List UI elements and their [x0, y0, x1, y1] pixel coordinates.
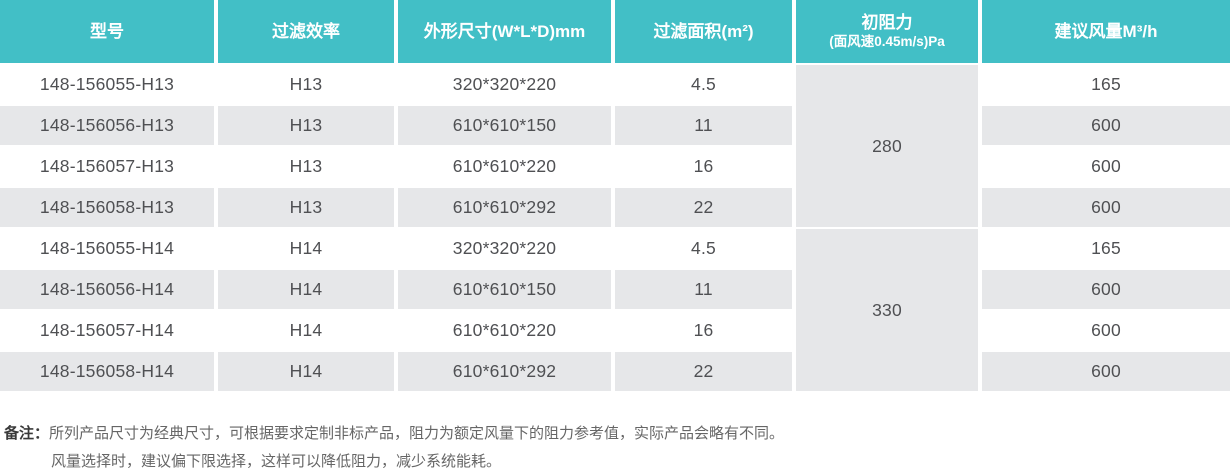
- table-row: 148-156058-H13 H13 610*610*292 22 600: [0, 188, 1230, 229]
- dimensions-cell: 610*610*150: [398, 106, 615, 147]
- resistance-merged-cell: 330: [796, 229, 982, 393]
- dimensions-cell: 610*610*220: [398, 147, 615, 188]
- table-row: 148-156055-H13 H13 320*320*220 4.5 280 1…: [0, 65, 1230, 229]
- filter-spec-table: 型号 过滤效率 外形尺寸(W*L*D)mm 过滤面积(m²) 初阻力 (面风速0…: [0, 0, 1230, 393]
- airflow-cell: 600: [982, 311, 1230, 352]
- model-cell: 148-156057-H14: [0, 311, 218, 352]
- model-cell: 148-156058-H13: [0, 188, 218, 229]
- efficiency-cell: H14: [218, 352, 398, 393]
- dimensions-cell: 610*610*150: [398, 270, 615, 311]
- airflow-cell: 600: [982, 106, 1230, 147]
- airflow-cell: 165: [982, 229, 1230, 270]
- model-cell: 148-156055-H14: [0, 229, 218, 270]
- column-header-model: 型号: [0, 0, 218, 65]
- column-header-resistance-subtitle: (面风速0.45m/s)Pa: [829, 34, 945, 50]
- table-row: 148-156055-H14 H14 320*320*220 4.5 330 1…: [0, 229, 1230, 393]
- airflow-cell: 600: [982, 352, 1230, 393]
- airflow-cell: 600: [982, 270, 1230, 311]
- column-header-resistance-title: 初阻力: [861, 13, 913, 33]
- resistance-merged-cell: 280: [796, 65, 982, 229]
- model-cell: 148-156055-H13: [0, 65, 218, 106]
- efficiency-cell: H14: [218, 270, 398, 311]
- header-row: 型号 过滤效率 外形尺寸(W*L*D)mm 过滤面积(m²) 初阻力 (面风速0…: [0, 0, 1230, 65]
- column-header-efficiency: 过滤效率: [218, 0, 398, 65]
- efficiency-cell: H13: [218, 188, 398, 229]
- dimensions-cell: 320*320*220: [398, 65, 615, 106]
- area-cell: 16: [615, 311, 796, 352]
- dimensions-cell: 610*610*220: [398, 311, 615, 352]
- airflow-cell: 600: [982, 147, 1230, 188]
- efficiency-cell: H13: [218, 65, 398, 106]
- table-row: 148-156056-H14 H14 610*610*150 11 600: [0, 270, 1230, 311]
- area-cell: 22: [615, 188, 796, 229]
- dimensions-cell: 610*610*292: [398, 352, 615, 393]
- efficiency-cell: H13: [218, 147, 398, 188]
- model-cell: 148-156056-H13: [0, 106, 218, 147]
- area-cell: 22: [615, 352, 796, 393]
- area-cell: 11: [615, 106, 796, 147]
- airflow-cell: 600: [982, 188, 1230, 229]
- efficiency-cell: H14: [218, 311, 398, 352]
- column-header-airflow: 建议风量M³/h: [982, 0, 1230, 65]
- table-row: 148-156057-H13 H13 610*610*220 16 600: [0, 147, 1230, 188]
- footnote-text-2: 风量选择时，建议偏下限选择，这样可以降低阻力，减少系统能耗。: [51, 453, 502, 470]
- efficiency-cell: H13: [218, 106, 398, 147]
- table-row: 148-156057-H14 H14 610*610*220 16 600: [0, 311, 1230, 352]
- efficiency-cell: H14: [218, 229, 398, 270]
- model-cell: 148-156056-H14: [0, 270, 218, 311]
- table-row: 148-156056-H13 H13 610*610*150 11 600: [0, 106, 1230, 147]
- column-header-dimensions: 外形尺寸(W*L*D)mm: [398, 0, 615, 65]
- column-header-resistance: 初阻力 (面风速0.45m/s)Pa: [796, 0, 982, 65]
- airflow-cell: 165: [982, 65, 1230, 106]
- dimensions-cell: 320*320*220: [398, 229, 615, 270]
- area-cell: 4.5: [615, 65, 796, 106]
- footnote-line-2: 风量选择时，建议偏下限选择，这样可以降低阻力，减少系统能耗。: [4, 448, 1230, 476]
- model-cell: 148-156057-H13: [0, 147, 218, 188]
- table-row: 148-156058-H14 H14 610*610*292 22 600: [0, 352, 1230, 393]
- footnote-line-1: 备注：所列产品尺寸为经典尺寸，可根据要求定制非标产品，阻力为额定风量下的阻力参考…: [4, 420, 1230, 448]
- footnote-label: 备注：: [4, 425, 50, 442]
- model-cell: 148-156058-H14: [0, 352, 218, 393]
- area-cell: 4.5: [615, 229, 796, 270]
- footnote-text-1: 所列产品尺寸为经典尺寸，可根据要求定制非标产品，阻力为额定风量下的阻力参考值，实…: [49, 425, 785, 442]
- footnotes: 备注：所列产品尺寸为经典尺寸，可根据要求定制非标产品，阻力为额定风量下的阻力参考…: [0, 420, 1230, 476]
- column-header-area: 过滤面积(m²): [615, 0, 796, 65]
- dimensions-cell: 610*610*292: [398, 188, 615, 229]
- area-cell: 16: [615, 147, 796, 188]
- area-cell: 11: [615, 270, 796, 311]
